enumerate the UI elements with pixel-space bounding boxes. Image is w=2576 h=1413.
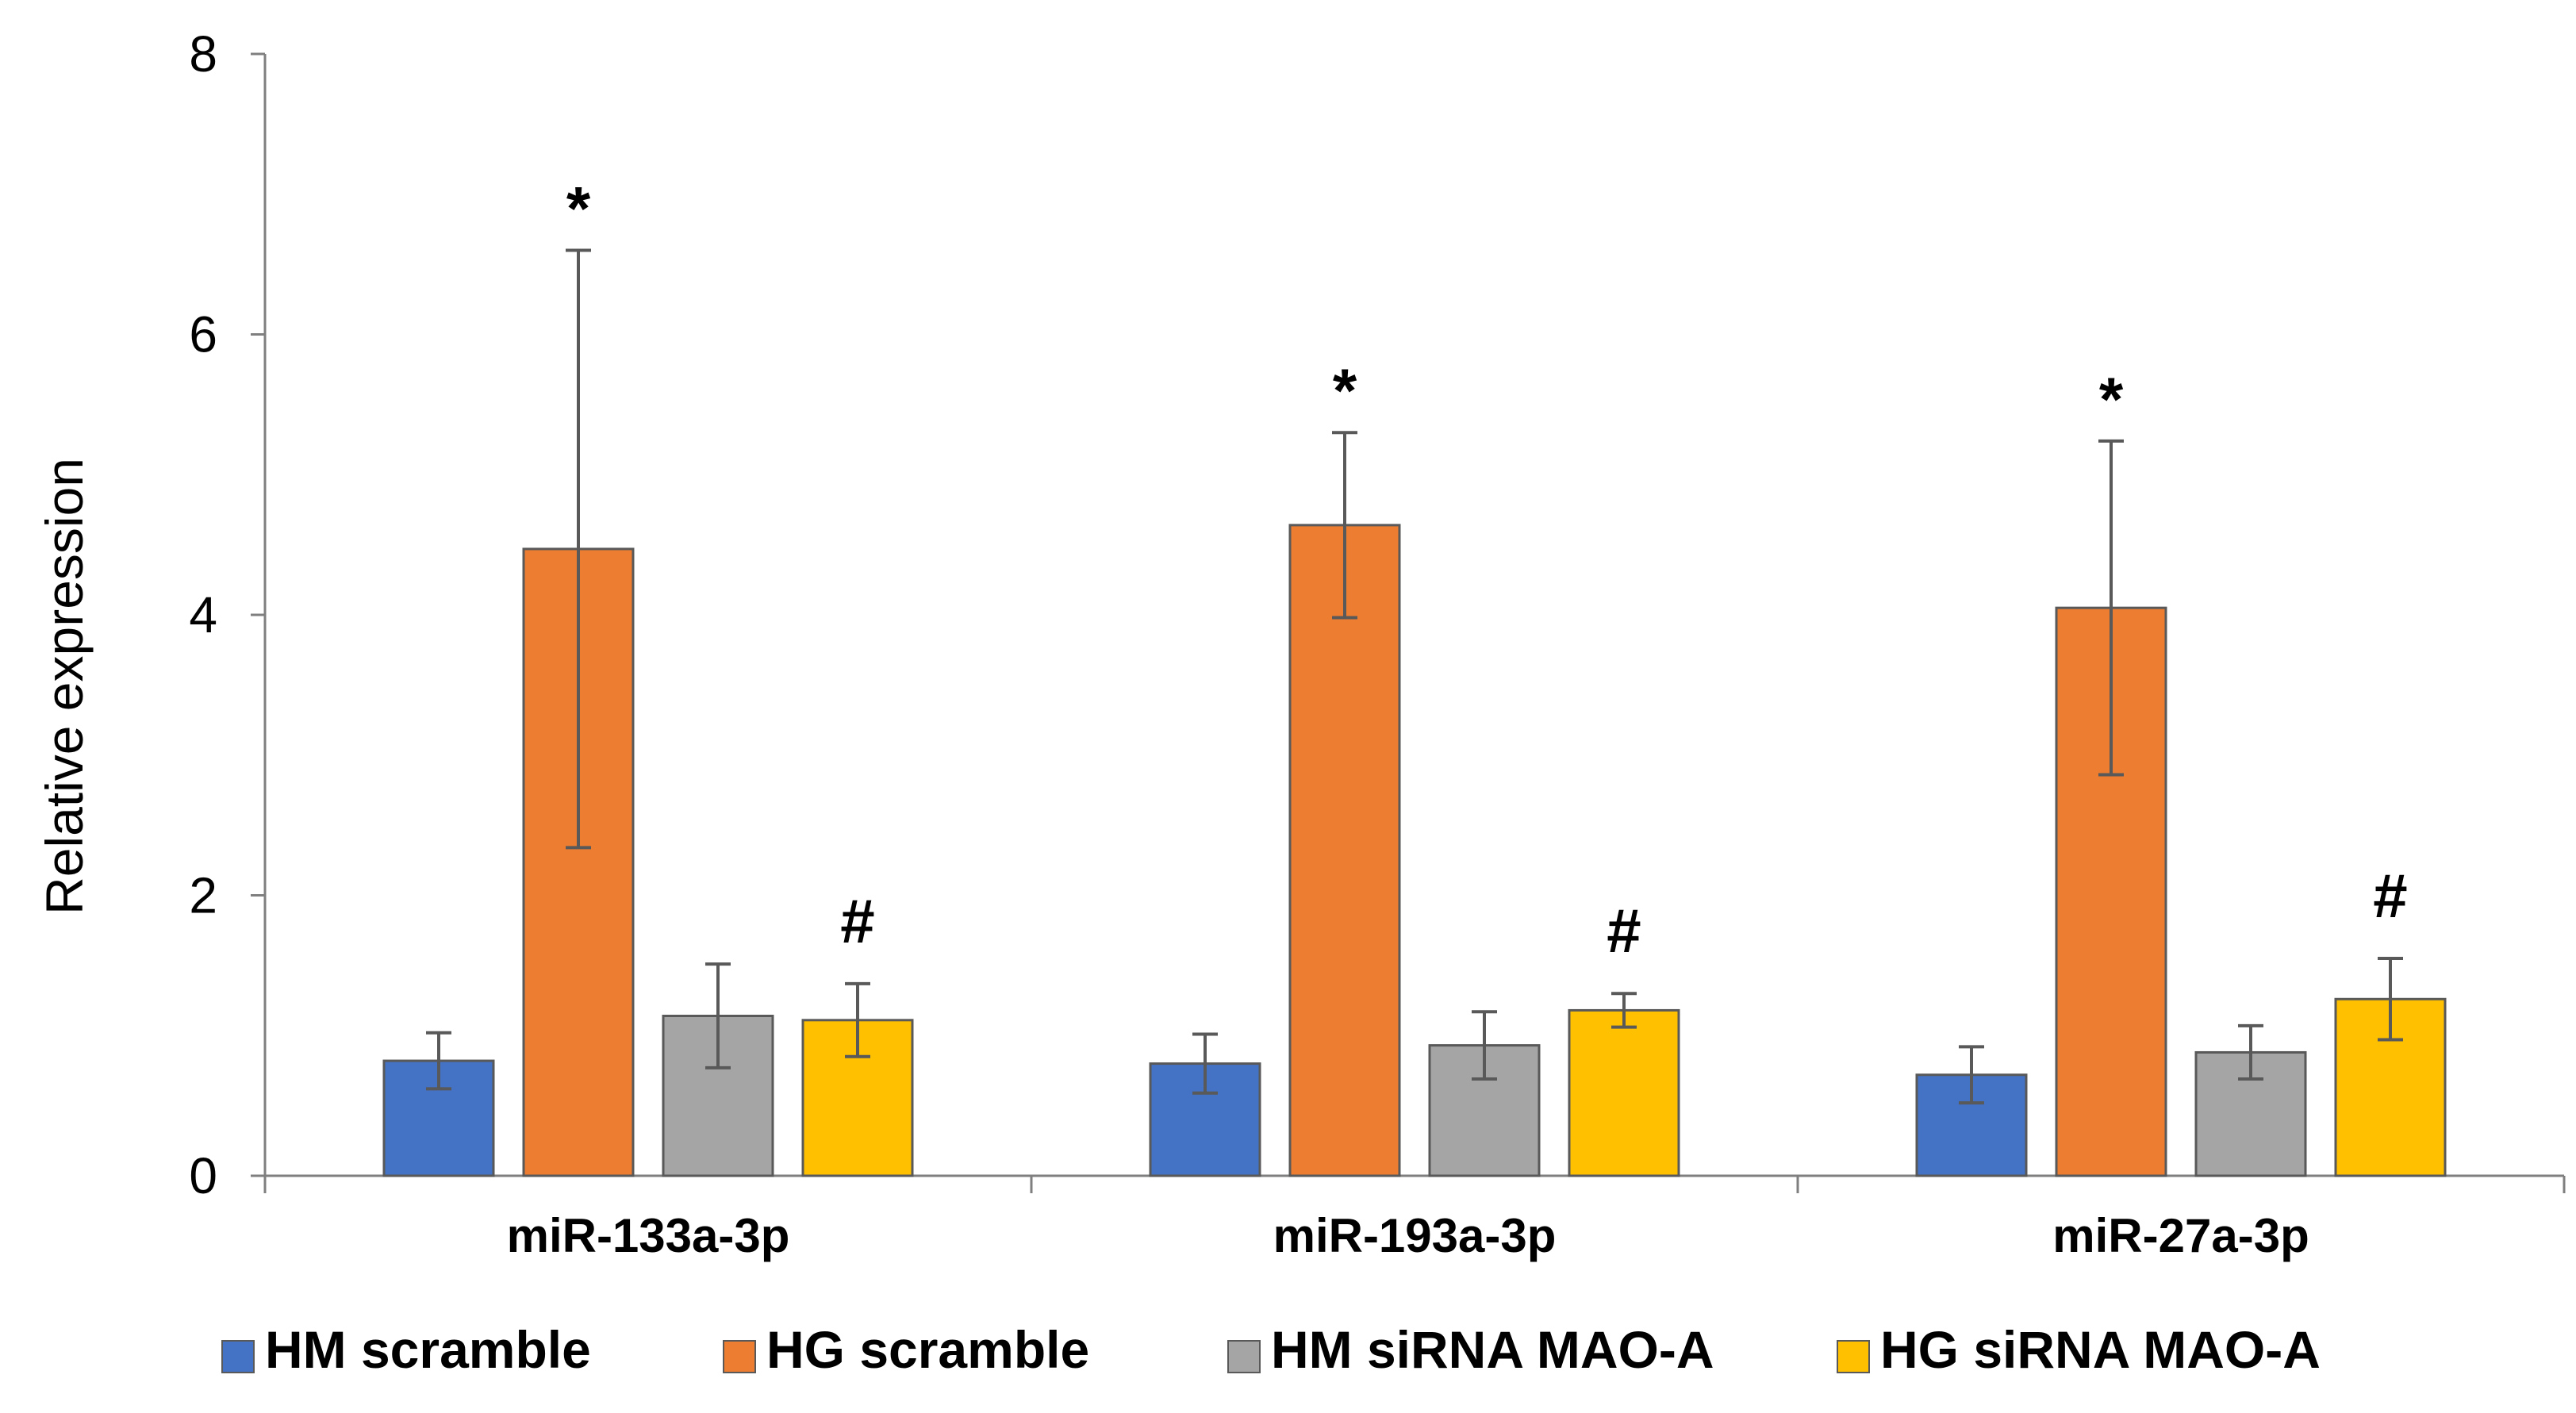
bars-group <box>382 524 2447 1177</box>
bar-hm-scramble-mir-27a-3p <box>1915 1073 2028 1177</box>
legend-label: HG scramble <box>766 1320 1089 1379</box>
error-bars-group <box>426 248 2403 1105</box>
legend-label: HM siRNA MAO-A <box>1271 1320 1714 1379</box>
significance-star: * <box>2099 364 2124 434</box>
x-category-label: miR-193a-3p <box>1273 1209 1557 1262</box>
axes-group: 0 2 4 6 8 <box>189 25 2566 1204</box>
significance-hash: # <box>2373 861 2407 931</box>
x-category-label: miR-133a-3p <box>507 1209 790 1262</box>
x-category-label: miR-27a-3p <box>2052 1209 2309 1262</box>
significance-group: * # * # * # <box>566 173 2408 966</box>
y-axis-title: Relative expression <box>35 458 94 915</box>
y-tick-label: 2 <box>189 867 217 924</box>
legend-swatch <box>1837 1340 1870 1373</box>
significance-hash: # <box>840 886 874 956</box>
legend-swatch <box>723 1340 756 1373</box>
y-tick-label: 0 <box>189 1147 217 1204</box>
legend-label: HG siRNA MAO-A <box>1880 1320 2321 1379</box>
legend-swatch <box>1227 1340 1261 1373</box>
y-tick-label: 6 <box>189 306 217 363</box>
labels-group: Relative expression miR-133a-3p miR-193a-3… <box>35 458 2309 1262</box>
y-tick-label: 8 <box>189 25 217 83</box>
legend-label: HM scramble <box>265 1320 591 1379</box>
significance-star: * <box>1333 355 1357 425</box>
significance-star: * <box>566 173 591 243</box>
y-tick-label: 4 <box>189 586 217 643</box>
bar-hm-sirna-mao-a-mir-133a-3p <box>662 1015 774 1177</box>
bar-hg-scramble-mir-193a-3p <box>1288 524 1401 1177</box>
legend-swatch <box>221 1340 255 1373</box>
bar-hg-sirna-mao-a-mir-193a-3p <box>1568 1008 1680 1177</box>
legend-group: HM scramble HG scramble HM siRNA MAO-A HG s… <box>221 1320 2321 1379</box>
significance-hash: # <box>1607 896 1641 966</box>
